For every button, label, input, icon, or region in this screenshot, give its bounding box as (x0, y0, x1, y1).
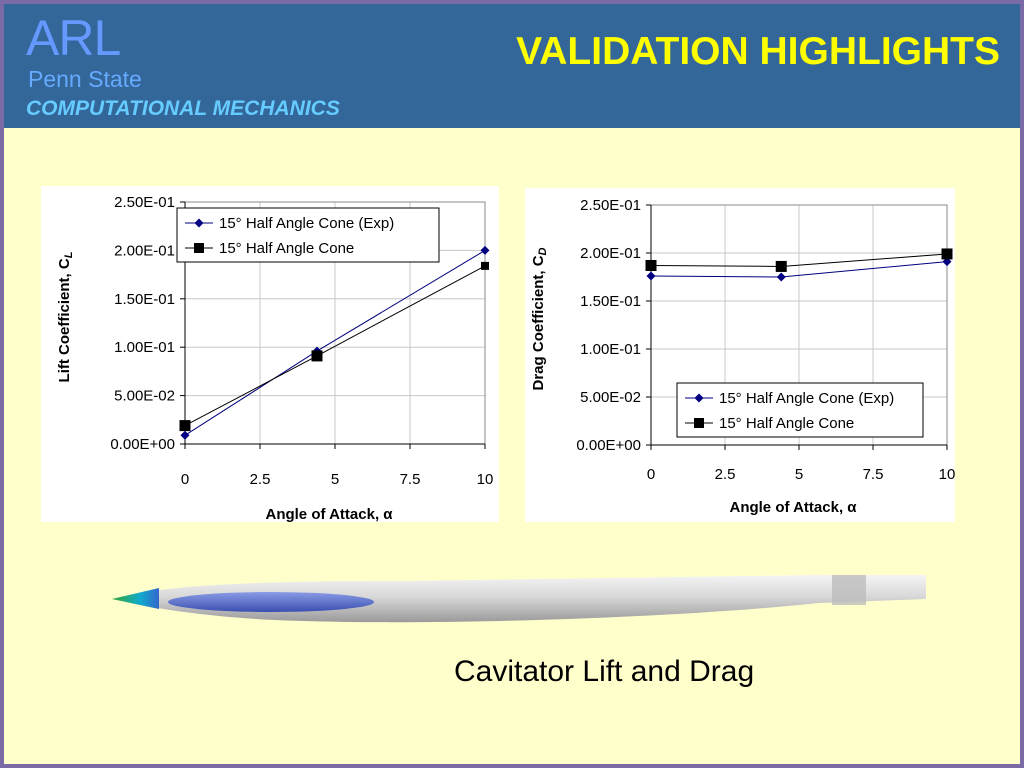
header-bar: ARL Penn State COMPUTATIONAL MECHANICS V… (4, 4, 1020, 128)
drag-chart-svg: 0 2.5 5 7.5 10 0.00E+00 5.00E-02 1.00E-01 1.50E-… (530, 197, 955, 516)
y-tick-label: 2.50E-01 (580, 197, 641, 214)
data-point-square (645, 259, 657, 271)
y-tick-label: 0.00E+00 (110, 436, 175, 453)
drag-chart: 0 2.5 5 7.5 10 0.00E+00 5.00E-02 1.00E-01 1.50E-… (525, 188, 955, 522)
figure-caption: Cavitator Lift and Drag (454, 655, 755, 688)
logo-department: COMPUTATIONAL MECHANICS (26, 97, 340, 120)
y-axis-title-text: Lift Coefficient, C (56, 258, 73, 382)
legend-marker-diamond (694, 393, 704, 403)
legend-marker-square (194, 243, 204, 253)
slide-title: VALIDATION HIGHLIGHTS (516, 30, 1000, 73)
slide: ARL Penn State COMPUTATIONAL MECHANICS V… (4, 4, 1020, 764)
data-point-square (311, 350, 323, 362)
lift-chart: 0 2.5 5 7.5 10 0.00E+00 5.00E-02 1.00E-01 1.50E-… (41, 186, 499, 522)
x-tick-label: 7.5 (400, 471, 421, 488)
data-point-square (941, 248, 953, 260)
y-tick-label: 5.00E-02 (114, 388, 175, 405)
legend-label: 15° Half Angle Cone (Exp) (219, 215, 394, 232)
data-point-diamond (776, 272, 786, 282)
x-tick-label: 2.5 (250, 471, 271, 488)
data-point-diamond (480, 245, 490, 255)
logo-penn-state: Penn State (28, 66, 142, 92)
x-axis-title: Angle of Attack, α (729, 499, 857, 516)
data-point-diamond (180, 430, 190, 440)
cavitator-body-image (112, 575, 926, 623)
y-tick-label: 1.00E-01 (114, 339, 175, 356)
logo-arl: ARL (26, 10, 121, 66)
x-tick-label: 0 (181, 471, 189, 488)
y-tick-label: 1.50E-01 (580, 293, 641, 310)
legend-box (176, 207, 440, 263)
y-tick-label: 2.00E-01 (114, 242, 175, 259)
y-axis-title: Lift Coefficient, CL (56, 251, 75, 382)
legend-label: 15° Half Angle Cone (Exp) (719, 390, 894, 407)
x-tick-label: 0 (647, 466, 655, 483)
legend-marker-diamond (194, 218, 204, 228)
y-axis-title-subscript: L (63, 251, 75, 258)
y-tick-label: 0.00E+00 (576, 437, 641, 454)
legend-marker-square (694, 418, 704, 428)
y-tick-label: 2.00E-01 (580, 245, 641, 262)
data-point-square (775, 260, 787, 272)
data-point-square (179, 420, 191, 432)
y-tick-label: 2.50E-01 (114, 194, 175, 211)
y-axis-title: Drag Coefficient, CD (530, 247, 549, 390)
legend-label: 15° Half Angle Cone (719, 415, 854, 432)
lift-chart-svg: 0 2.5 5 7.5 10 0.00E+00 5.00E-02 1.00E-01 1.50E-… (56, 194, 494, 522)
x-axis-title: Angle of Attack, α (265, 506, 393, 522)
legend-label: 15° Half Angle Cone (219, 240, 354, 257)
x-tick-label: 10 (477, 471, 494, 488)
x-tick-label: 5 (331, 471, 339, 488)
legend-box (676, 382, 924, 438)
y-tick-label: 5.00E-02 (580, 389, 641, 406)
data-point-diamond (646, 271, 656, 281)
y-axis-title-text: Drag Coefficient, C (530, 255, 547, 390)
y-tick-label: 1.00E-01 (580, 341, 641, 358)
y-tick-label: 1.50E-01 (114, 291, 175, 308)
y-axis-title-subscript: D (537, 247, 549, 255)
data-point-square (481, 261, 489, 270)
x-tick-label: 2.5 (715, 466, 736, 483)
x-tick-label: 10 (939, 466, 955, 483)
x-tick-label: 7.5 (863, 466, 884, 483)
x-tick-label: 5 (795, 466, 803, 483)
